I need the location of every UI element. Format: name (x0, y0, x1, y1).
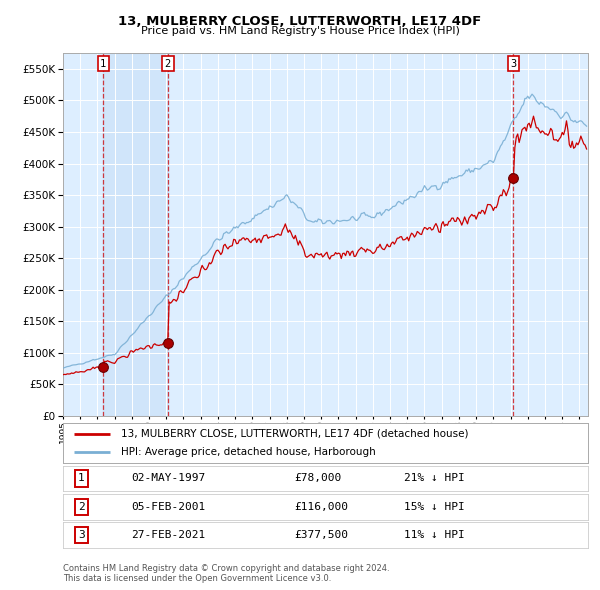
Text: 3: 3 (78, 530, 85, 540)
Text: 2: 2 (165, 58, 171, 68)
Text: £116,000: £116,000 (294, 502, 348, 512)
Text: 13, MULBERRY CLOSE, LUTTERWORTH, LE17 4DF (detached house): 13, MULBERRY CLOSE, LUTTERWORTH, LE17 4D… (121, 429, 468, 439)
Text: Contains HM Land Registry data © Crown copyright and database right 2024.
This d: Contains HM Land Registry data © Crown c… (63, 563, 389, 583)
Text: 11% ↓ HPI: 11% ↓ HPI (404, 530, 465, 540)
Text: £377,500: £377,500 (294, 530, 348, 540)
Text: 21% ↓ HPI: 21% ↓ HPI (404, 474, 465, 483)
Text: 1: 1 (100, 58, 106, 68)
Text: £78,000: £78,000 (294, 474, 341, 483)
Text: HPI: Average price, detached house, Harborough: HPI: Average price, detached house, Harb… (121, 447, 376, 457)
Text: 3: 3 (510, 58, 517, 68)
Text: 02-MAY-1997: 02-MAY-1997 (131, 474, 205, 483)
Text: 1: 1 (78, 474, 85, 483)
Bar (103, 53, 168, 416)
Text: 15% ↓ HPI: 15% ↓ HPI (404, 502, 465, 512)
Text: 2: 2 (78, 502, 85, 512)
Text: Price paid vs. HM Land Registry's House Price Index (HPI): Price paid vs. HM Land Registry's House … (140, 26, 460, 36)
Text: 13, MULBERRY CLOSE, LUTTERWORTH, LE17 4DF: 13, MULBERRY CLOSE, LUTTERWORTH, LE17 4D… (118, 15, 482, 28)
Text: 27-FEB-2021: 27-FEB-2021 (131, 530, 205, 540)
Text: 05-FEB-2001: 05-FEB-2001 (131, 502, 205, 512)
